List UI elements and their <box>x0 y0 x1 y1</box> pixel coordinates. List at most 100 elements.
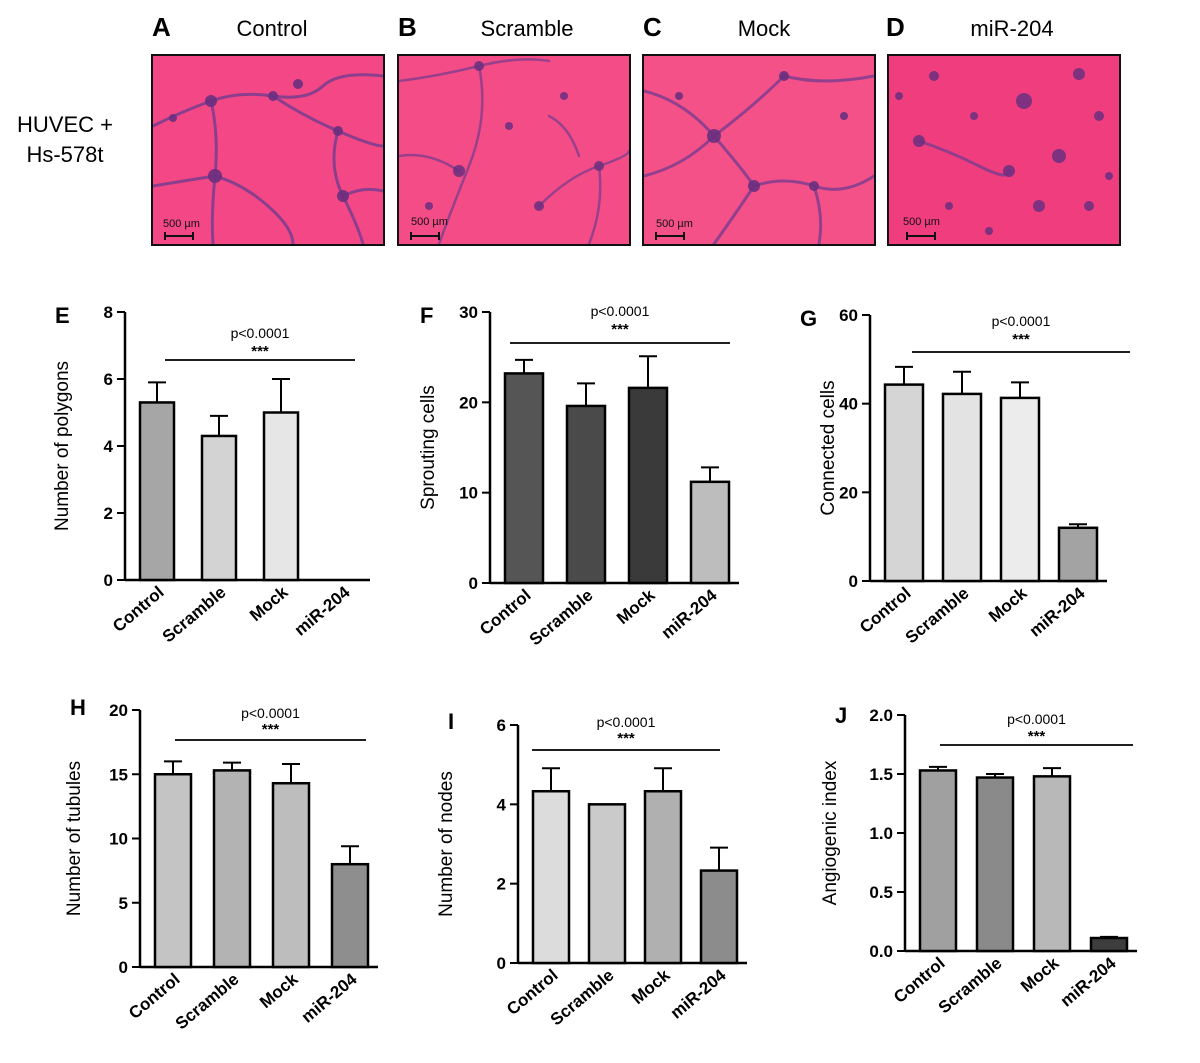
bar-control <box>918 769 958 953</box>
category-label: miR-204 <box>291 582 354 639</box>
significance-stars: *** <box>1012 331 1030 348</box>
category-label: miR-204 <box>298 969 361 1026</box>
category-label: miR-204 <box>667 965 730 1022</box>
bar-control <box>531 789 571 965</box>
y-tick-label: 4 <box>497 795 507 814</box>
category-label: Scramble <box>902 584 973 648</box>
bar-control <box>883 383 925 583</box>
category-label: Mock <box>1017 953 1063 996</box>
p-value-label: p<0.0001 <box>1007 711 1066 727</box>
y-tick-label: 10 <box>459 484 478 503</box>
y-tick-label: 0.5 <box>869 883 893 902</box>
category-label: Scramble <box>172 970 243 1034</box>
panel-letter-d: D <box>886 12 905 42</box>
y-tick-label: 40 <box>839 395 858 414</box>
category-label: Control <box>109 583 168 636</box>
y-tick-label: 2.0 <box>869 706 893 725</box>
image-title-control: Control <box>236 16 308 41</box>
bar-control <box>138 401 176 582</box>
bar-scramble <box>565 404 607 585</box>
y-tick-label: 6 <box>497 716 506 735</box>
bar-scramble <box>941 392 983 583</box>
bar-mock <box>271 781 311 969</box>
significance-stars: *** <box>251 343 269 360</box>
y-axis-label: Number of tubules <box>64 761 85 916</box>
y-tick-label: 2 <box>497 875 506 894</box>
y-tick-label: 1.0 <box>869 824 893 843</box>
image-title-mir204: miR-204 <box>970 16 1054 41</box>
scale-bar-label-scramble: 500 µm <box>411 216 448 228</box>
bar-scramble <box>587 803 627 965</box>
panel-letter-j: J <box>835 703 847 728</box>
y-tick-label: 0 <box>104 571 113 590</box>
bar-mir-204 <box>1057 526 1099 583</box>
y-axis-label: Number of polygons <box>52 361 73 531</box>
category-label: miR-204 <box>1026 583 1089 640</box>
scale-bar-label-control: 500 µm <box>163 218 200 230</box>
category-label: Mock <box>246 582 292 625</box>
category-label: Mock <box>628 965 674 1008</box>
y-tick-label: 1.5 <box>869 765 893 784</box>
y-tick-label: 8 <box>104 303 113 322</box>
bar-scramble <box>200 434 238 582</box>
significance-stars: *** <box>617 730 635 747</box>
category-label: Mock <box>985 583 1031 626</box>
row-label: HUVEC + Hs-578t <box>0 110 130 170</box>
y-axis-label: Sprouting cells <box>418 385 439 510</box>
significance-stars: *** <box>611 321 629 338</box>
y-axis-label: Connected cells <box>818 380 839 515</box>
bar-mock <box>643 789 683 965</box>
y-tick-label: 20 <box>459 393 478 412</box>
p-value-label: p<0.0001 <box>597 714 656 730</box>
bar-mock <box>627 386 669 585</box>
micrograph-mock <box>642 54 876 246</box>
y-axis-label: Angiogenic index <box>820 760 841 905</box>
micrograph-mir204 <box>887 54 1121 246</box>
y-tick-label: 60 <box>839 306 858 325</box>
scale-bar-label-mock: 500 µm <box>656 218 693 230</box>
category-label: Scramble <box>935 954 1006 1018</box>
panel-letter-i: I <box>448 709 454 734</box>
bar-control <box>153 773 193 969</box>
panel-letter-c: C <box>643 12 662 42</box>
y-tick-label: 0 <box>849 572 858 591</box>
category-label: Mock <box>256 969 302 1012</box>
micrograph-scramble <box>397 54 631 246</box>
category-label: Control <box>476 586 535 639</box>
bar-scramble <box>212 769 252 969</box>
y-tick-label: 20 <box>109 701 128 720</box>
y-tick-label: 15 <box>109 765 128 784</box>
bar-mir-204 <box>1089 936 1129 953</box>
y-tick-label: 5 <box>119 894 128 913</box>
y-tick-label: 0 <box>497 954 506 973</box>
p-value-label: p<0.0001 <box>992 313 1051 329</box>
p-value-label: p<0.0001 <box>591 303 650 319</box>
scale-bar-label-mir204: 500 µm <box>903 216 940 228</box>
row-label-line-1: HUVEC + <box>17 112 113 137</box>
y-tick-label: 4 <box>104 437 114 456</box>
y-tick-label: 0 <box>469 574 478 593</box>
panel-letter-g: G <box>800 306 817 331</box>
row-label-line-2: Hs-578t <box>26 142 104 167</box>
bar-mir-204 <box>699 869 739 965</box>
y-tick-label: 20 <box>839 483 858 502</box>
y-tick-label: 30 <box>459 303 478 322</box>
bar-mock <box>1032 775 1072 953</box>
y-tick-label: 10 <box>109 830 128 849</box>
bar-control <box>503 372 545 585</box>
micrograph-control <box>151 54 385 246</box>
bar-mock <box>262 411 300 582</box>
panel-letter-h: H <box>70 695 86 720</box>
y-tick-label: 0 <box>119 958 128 977</box>
category-label: Mock <box>613 585 659 628</box>
significance-stars: *** <box>262 721 280 738</box>
significance-stars: *** <box>1028 728 1046 745</box>
bar-mir-204 <box>330 862 370 969</box>
